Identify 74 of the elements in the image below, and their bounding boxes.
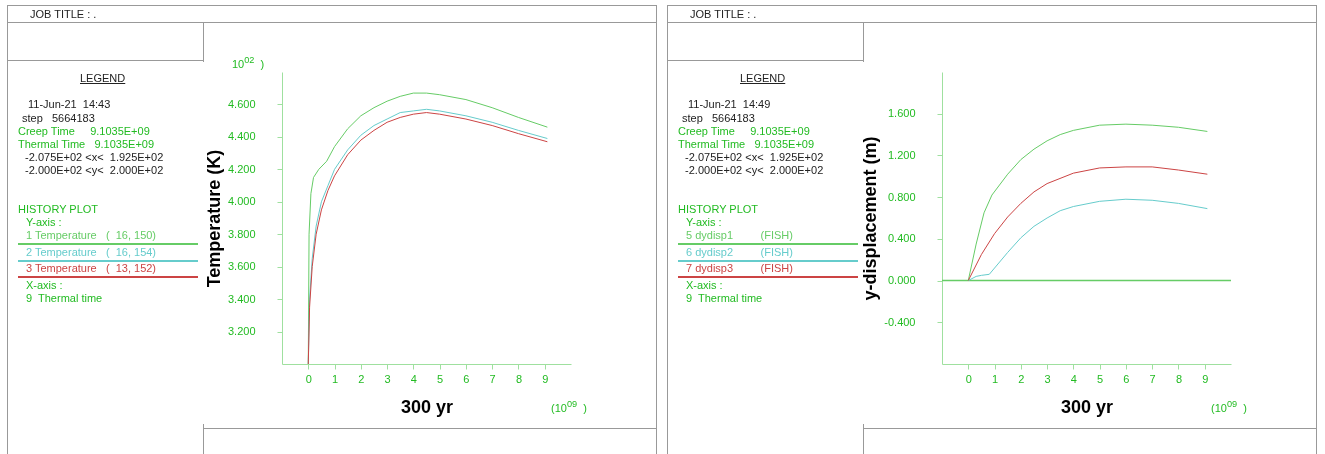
y-tick-label: 3.600 <box>227 260 256 273</box>
text: -2.075E+02 <x< 1.925E+02 <box>684 151 824 164</box>
text: -2.075E+02 <x< 1.925E+02 <box>24 151 164 164</box>
y-tick-label: 4.200 <box>227 162 256 175</box>
text: Thermal Time 9.1035E+09 <box>18 138 155 151</box>
x-tick-label: 4 <box>1070 372 1077 385</box>
text: X-axis : <box>686 279 723 292</box>
text: 6 dydisp2 (FISH) <box>686 245 793 259</box>
text: 2 Temperature ( 16, 154) <box>26 245 157 259</box>
x-tick-label: 1 <box>331 372 339 385</box>
x-tick-label: 0 <box>965 372 972 385</box>
x-tick-label: 4 <box>410 372 417 385</box>
x-axis-title: 300 yr <box>400 396 454 417</box>
y-tick-label: 4.600 <box>227 97 256 110</box>
text: JOB TITLE : . <box>690 8 757 21</box>
text: 10$^{02}$ ) <box>232 54 265 71</box>
y-tick-label: 0.400 <box>887 232 916 245</box>
x-tick-label: 6 <box>463 372 470 385</box>
x-tick-label: 7 <box>1149 372 1156 385</box>
y-tick-label: 3.400 <box>227 292 256 305</box>
y-tick-label: 3.800 <box>227 227 256 240</box>
y-tick-label: 4.000 <box>227 195 256 208</box>
x-tick-label: 8 <box>1175 372 1183 385</box>
text: 9 Thermal time <box>26 292 103 305</box>
x-tick-label: 5 <box>437 372 444 385</box>
text: HISTORY PLOT <box>18 203 99 216</box>
text: 11-Jun-21 14:49 <box>688 98 771 111</box>
y-axis-title: y-displacement (m) <box>860 136 881 301</box>
text: step 5664183 <box>682 112 755 125</box>
x-tick-label: 2 <box>1018 372 1025 385</box>
text: Thermal Time 9.1035E+09 <box>678 138 815 151</box>
x-tick-label: 5 <box>1097 372 1104 385</box>
line-series <box>967 123 1208 282</box>
y-tick-label: 0.800 <box>887 190 916 203</box>
text: LEGEND <box>740 72 786 85</box>
text: -2.000E+02 <y< 2.000E+02 <box>24 164 164 177</box>
text: step 5664183 <box>22 112 95 125</box>
x-tick-label: 8 <box>515 372 523 385</box>
y-tick-label: -0.400 <box>884 315 916 328</box>
text: Y-axis : <box>686 216 722 229</box>
y-axis-title: Temperature (K) <box>203 149 224 288</box>
text: Creep Time 9.1035E+09 <box>18 125 150 138</box>
text: 7 dydisp3 (FISH) <box>686 262 793 275</box>
text: (10$^{09}$ ) <box>1211 398 1247 415</box>
text: LEGEND <box>80 72 126 85</box>
x-tick-label: 7 <box>489 372 496 385</box>
text: 11-Jun-21 14:43 <box>28 98 111 111</box>
text: 3 Temperature ( 13, 152) <box>26 262 157 275</box>
text: X-axis : <box>26 279 63 292</box>
text: (10$^{09}$ ) <box>551 398 587 415</box>
text: HISTORY PLOT <box>678 203 759 216</box>
x-axis-title: 300 yr <box>1060 396 1114 417</box>
x-tick-label: 9 <box>542 372 549 385</box>
x-tick-label: 3 <box>384 372 391 385</box>
y-tick-label: 0.000 <box>887 274 916 287</box>
x-tick-label: 6 <box>1123 372 1130 385</box>
text: Creep Time 9.1035E+09 <box>678 125 810 138</box>
text: 1 Temperature ( 16, 150) <box>26 229 157 242</box>
line-series <box>967 198 1208 282</box>
text: 5 dydisp1 (FISH) <box>686 229 793 242</box>
text: JOB TITLE : . <box>30 8 97 21</box>
text: 9 Thermal time <box>686 292 763 305</box>
text: -2.000E+02 <y< 2.000E+02 <box>684 164 824 177</box>
x-tick-label: 3 <box>1044 372 1051 385</box>
x-tick-label: 2 <box>358 372 365 385</box>
x-tick-label: 1 <box>991 372 999 385</box>
y-tick-label: 4.400 <box>227 130 256 143</box>
text: Y-axis : <box>26 216 62 229</box>
y-tick-label: 1.200 <box>887 148 916 161</box>
x-tick-label: 0 <box>305 372 312 385</box>
y-tick-label: 3.200 <box>227 325 256 338</box>
y-tick-label: 1.600 <box>887 107 916 120</box>
x-tick-label: 9 <box>1202 372 1209 385</box>
line-series <box>967 166 1208 282</box>
